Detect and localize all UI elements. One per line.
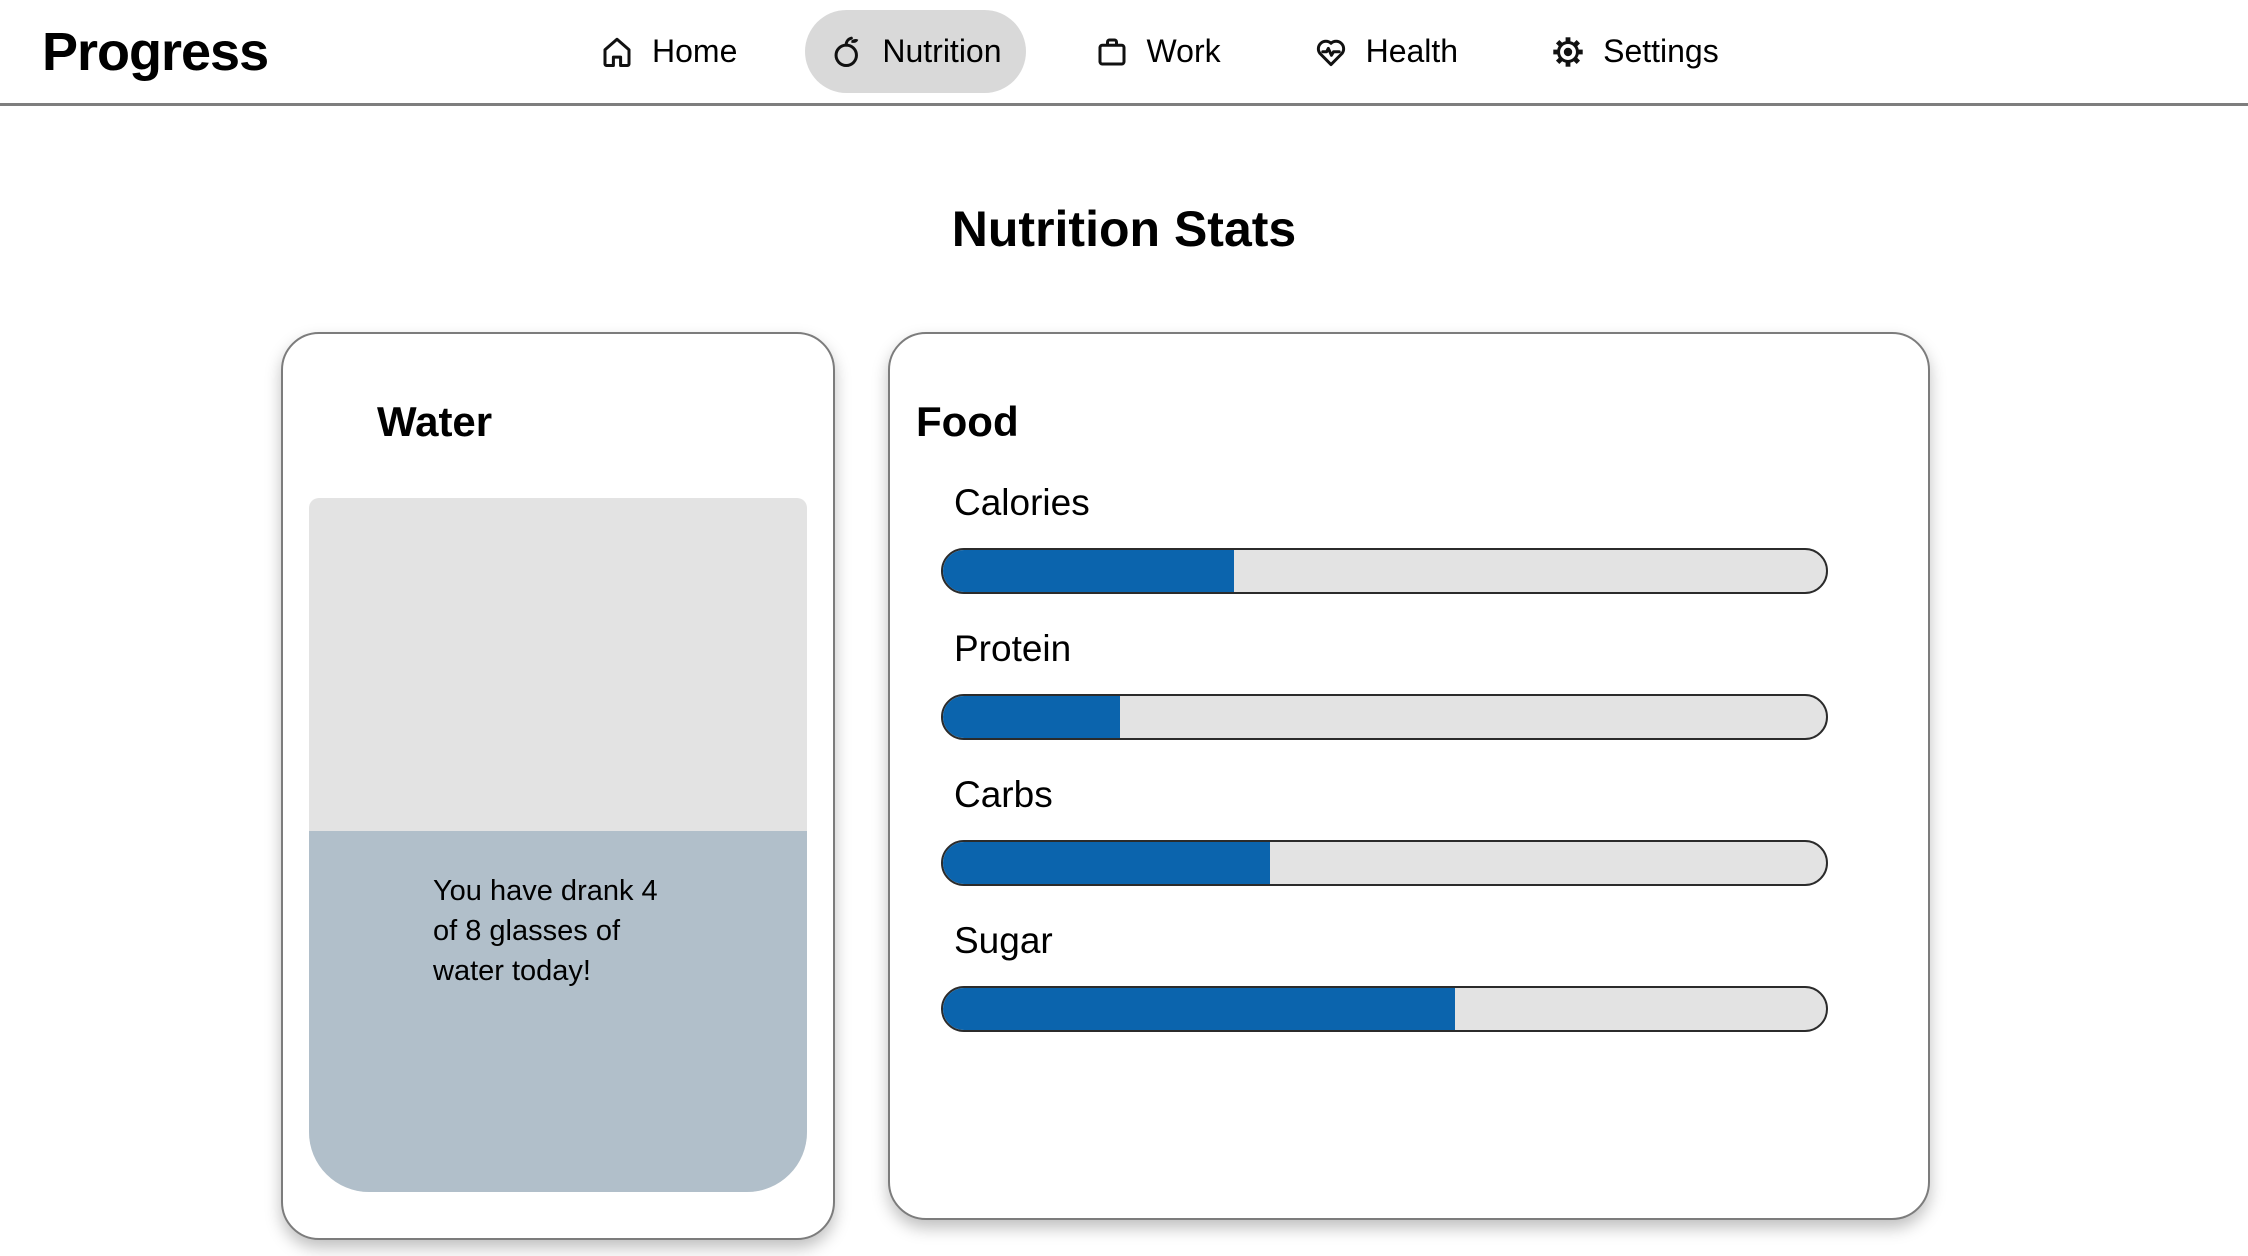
- carbs-progress-fill: [943, 842, 1270, 884]
- carbs-row: Carbs: [941, 774, 1828, 886]
- calories-progress-bar: [941, 548, 1828, 594]
- main-content: Nutrition Stats Water You have drank 4 o…: [0, 200, 2248, 1240]
- home-icon: [599, 34, 635, 70]
- nav-item-health[interactable]: Health: [1289, 10, 1483, 93]
- nav-item-label: Settings: [1603, 33, 1719, 69]
- nav-item-settings[interactable]: Settings: [1526, 10, 1743, 93]
- protein-progress-fill: [943, 696, 1120, 738]
- nutrition-icon: [829, 34, 865, 70]
- water-fill-level: You have drank 4 of 8 glasses of water t…: [309, 831, 807, 1192]
- app-title: Progress: [42, 21, 269, 82]
- gear-icon: [1550, 34, 1586, 70]
- main-nav: Home Nutrition Work: [575, 0, 1743, 103]
- water-card: Water You have drank 4 of 8 glasses of w…: [281, 332, 835, 1240]
- heart-pulse-icon: [1313, 34, 1349, 70]
- food-progress-list: Calories Protein Carbs: [941, 482, 1828, 1032]
- calories-progress-fill: [943, 550, 1235, 592]
- sugar-progress-bar: [941, 986, 1828, 1032]
- water-glass: You have drank 4 of 8 glasses of water t…: [309, 498, 807, 1192]
- calories-label: Calories: [954, 482, 1090, 523]
- page-title: Nutrition Stats: [951, 201, 1297, 257]
- app-header: Progress Home Nutrition: [0, 0, 2248, 106]
- sugar-progress-fill: [943, 988, 1456, 1030]
- nav-item-work[interactable]: Work: [1070, 10, 1245, 93]
- nav-item-label: Home: [652, 33, 738, 69]
- nav-item-label: Health: [1365, 33, 1459, 69]
- sugar-row: Sugar: [941, 920, 1828, 1032]
- sugar-label: Sugar: [954, 920, 1053, 961]
- carbs-label: Carbs: [954, 774, 1053, 815]
- food-card-title: Food: [916, 398, 1019, 445]
- nav-item-label: Nutrition: [882, 33, 1002, 69]
- water-status-message: You have drank 4 of 8 glasses of water t…: [433, 875, 658, 988]
- food-card: Food Calories Protein Carbs: [888, 332, 1930, 1220]
- protein-label: Protein: [954, 628, 1072, 669]
- calories-row: Calories: [941, 482, 1828, 594]
- carbs-progress-bar: [941, 840, 1828, 886]
- briefcase-icon: [1094, 34, 1130, 70]
- water-card-title: Water: [377, 398, 493, 445]
- stats-cards-row: Water You have drank 4 of 8 glasses of w…: [281, 332, 1930, 1240]
- nav-item-label: Work: [1146, 33, 1221, 69]
- protein-progress-bar: [941, 694, 1828, 740]
- nav-item-nutrition[interactable]: Nutrition: [805, 10, 1026, 93]
- nav-item-home[interactable]: Home: [575, 10, 761, 93]
- protein-row: Protein: [941, 628, 1828, 740]
